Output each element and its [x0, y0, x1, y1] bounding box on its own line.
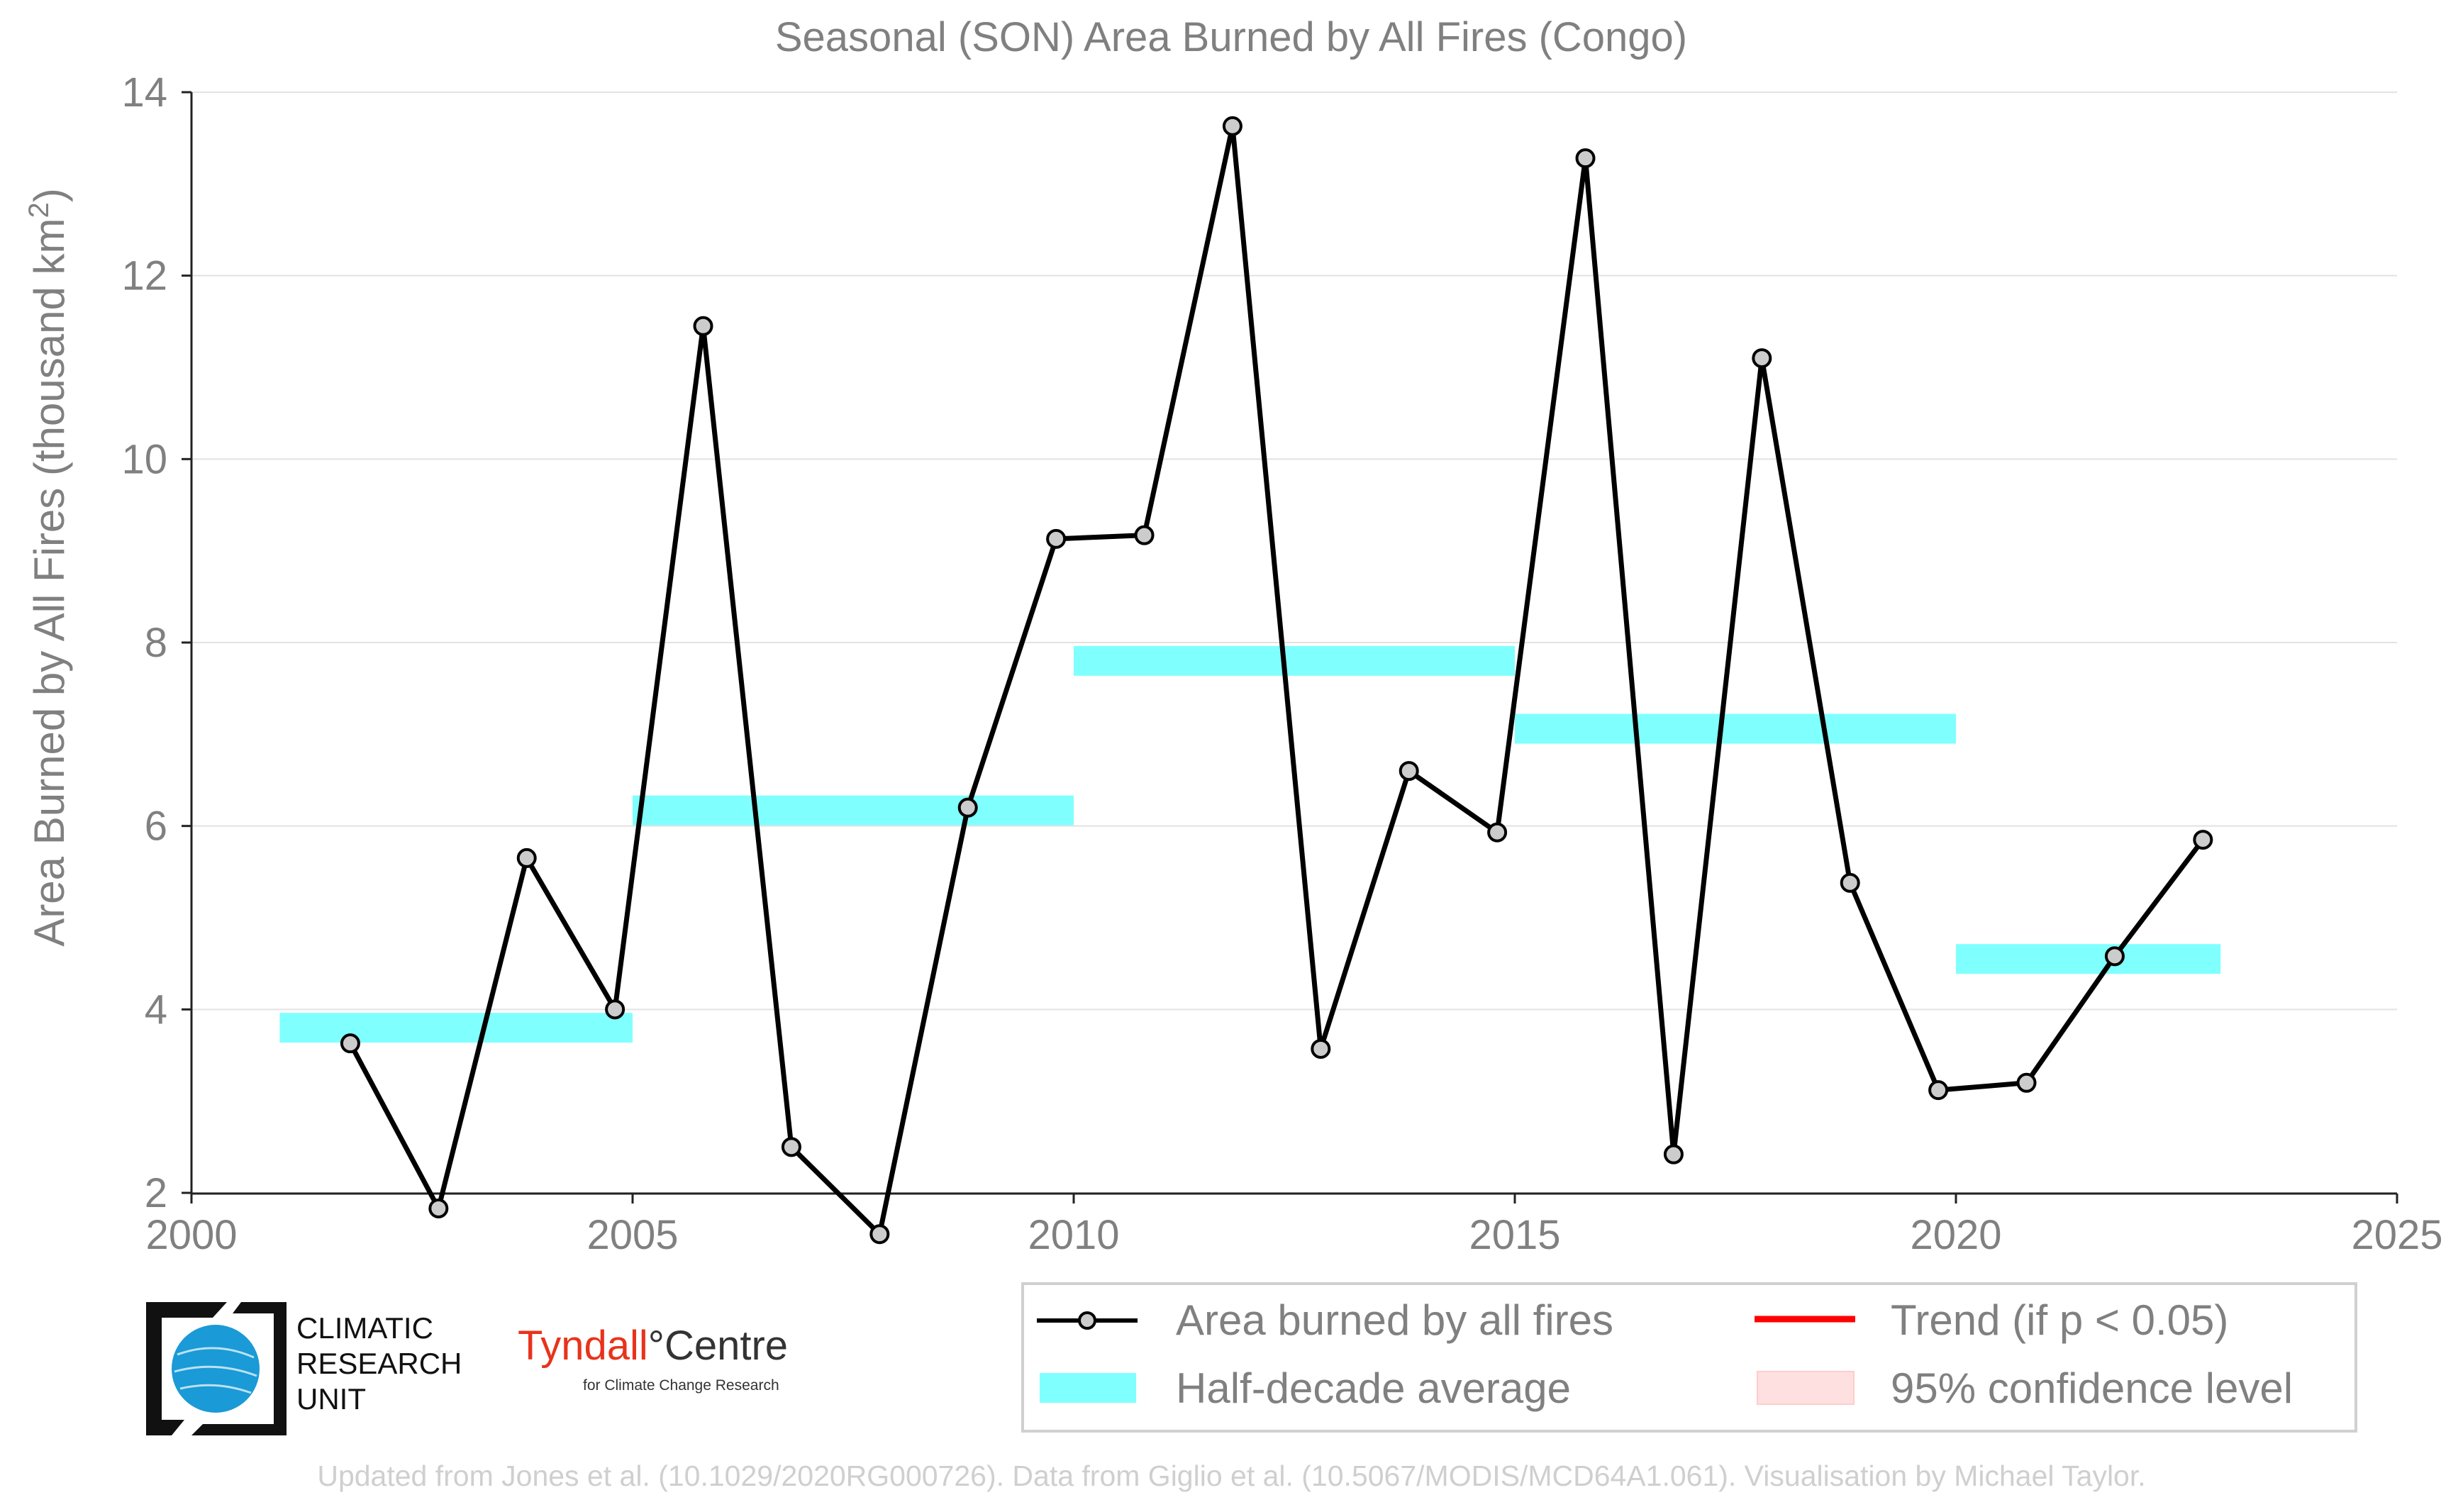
- y-tick-label: 6: [145, 804, 167, 850]
- cru-logo-text: CLIMATIC RESEARCH UNIT: [296, 1311, 462, 1417]
- legend-label-confidence: 95% confidence level: [1891, 1364, 2293, 1412]
- legend: Area burned by all fires Trend (if p < 0…: [1021, 1282, 2357, 1433]
- legend-label-area-burned: Area burned by all fires: [1176, 1296, 1613, 1344]
- x-tick-label: 2005: [586, 1212, 678, 1258]
- data-point: [781, 1137, 801, 1157]
- tyndall-logo-name: Tyndall°Centre: [518, 1325, 788, 1367]
- data-point: [516, 847, 537, 868]
- data-point: [1487, 822, 1508, 843]
- y-tick-label: 4: [145, 986, 167, 1033]
- y-tick-label: 14: [121, 70, 167, 116]
- x-tick-label: 2020: [1910, 1212, 2001, 1258]
- legend-label-half-decade: Half-decade average: [1176, 1364, 1571, 1412]
- data-point: [2193, 830, 2213, 850]
- x-tick-label: 2025: [2351, 1212, 2442, 1258]
- data-point: [2104, 946, 2125, 967]
- data-point: [605, 999, 626, 1020]
- x-tick-label: 2010: [1028, 1212, 1119, 1258]
- cru-logo-line: CLIMATIC: [296, 1311, 433, 1345]
- legend-symbol-confidence: [1757, 1371, 1855, 1405]
- y-tick-label: 10: [121, 436, 167, 482]
- y-tick-label: 12: [121, 253, 167, 299]
- data-point: [1399, 761, 1419, 782]
- data-point: [1222, 116, 1242, 136]
- cru-logo-line: RESEARCH: [296, 1347, 462, 1380]
- data-point: [1134, 525, 1155, 545]
- cru-logo-line: UNIT: [296, 1382, 366, 1416]
- half-decade-bar: [1515, 713, 1956, 744]
- y-axis-label: Area Burned by All Fires (thousand km2): [23, 188, 73, 946]
- globe-icon: [172, 1325, 260, 1413]
- data-point: [428, 1198, 449, 1218]
- cru-logo-bracket: [146, 1302, 227, 1435]
- data-point: [957, 797, 978, 818]
- x-tick-label: 2000: [145, 1212, 237, 1258]
- area-burned-line: [348, 123, 2206, 1237]
- legend-symbol-area-burned-marker: [1078, 1311, 1096, 1330]
- y-axis: 2 4 6 8 10 12 14: [121, 70, 193, 1216]
- y-tick-label: 8: [145, 620, 167, 666]
- chart-title: Seasonal (SON) Area Burned by All Fires …: [775, 14, 1687, 60]
- half-decade-series: [279, 645, 2221, 1043]
- data-point: [1046, 528, 1067, 549]
- tyndall-logo-subtitle: for Climate Change Research: [583, 1377, 779, 1394]
- data-point: [1840, 872, 1860, 893]
- data-point: [1663, 1144, 1684, 1164]
- data-point: [1752, 348, 1772, 369]
- half-decade-bar: [1956, 944, 2221, 974]
- globe-icon-lines: [174, 1347, 257, 1394]
- data-point: [2016, 1072, 2037, 1093]
- area-burned-series: [340, 116, 2213, 1245]
- data-point: [1928, 1080, 1949, 1101]
- grid: [191, 91, 2397, 1194]
- data-point: [1575, 148, 1596, 169]
- footer-credits: Updated from Jones et al. (10.1029/2020R…: [317, 1460, 2146, 1492]
- half-decade-bar: [279, 1013, 633, 1043]
- legend-symbol-half-decade: [1040, 1373, 1136, 1403]
- data-point: [693, 316, 713, 336]
- tyndall-logo-word: Tyndall: [518, 1323, 648, 1369]
- x-tick-label: 2015: [1469, 1212, 1560, 1258]
- data-point: [1311, 1038, 1331, 1059]
- x-axis: 2000 2005 2010 2015 2020 2025: [145, 1192, 2443, 1258]
- tyndall-logo-word-centre: °Centre: [647, 1323, 789, 1369]
- data-point: [340, 1033, 360, 1054]
- half-decade-bar: [633, 795, 1074, 826]
- legend-frame: [1021, 1282, 2357, 1433]
- y-tick-label: 2: [145, 1170, 167, 1216]
- data-point: [869, 1224, 890, 1245]
- cru-logo: [146, 1302, 287, 1435]
- cru-logo-frame-right: [191, 1302, 287, 1435]
- half-decade-bar: [1074, 645, 1515, 676]
- legend-label-trend: Trend (if p < 0.05): [1891, 1296, 2228, 1344]
